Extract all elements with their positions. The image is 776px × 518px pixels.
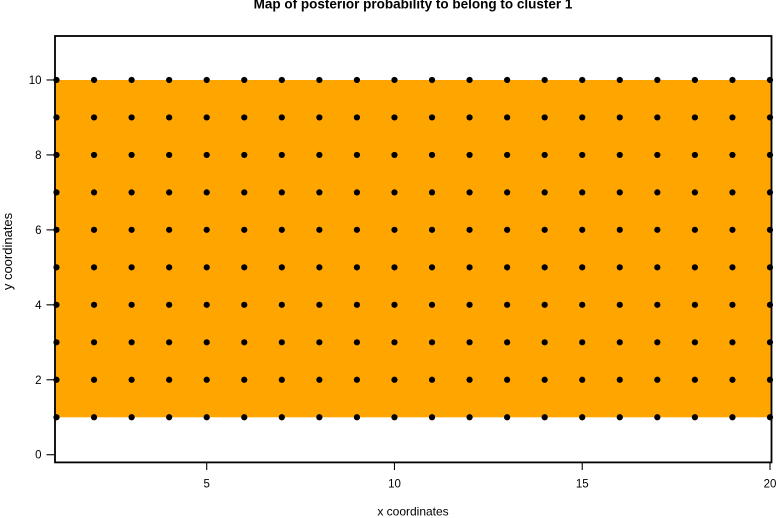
svg-text:0: 0	[35, 450, 41, 462]
svg-text:10: 10	[388, 478, 401, 490]
svg-text:y coordinates: y coordinates	[0, 212, 15, 290]
svg-text:20: 20	[764, 478, 776, 490]
svg-text:15: 15	[576, 478, 589, 490]
svg-text:5: 5	[204, 478, 210, 490]
svg-text:x coordinates: x coordinates	[377, 505, 448, 518]
svg-text:Map of posterior probability t: Map of posterior probability to belong t…	[254, 0, 573, 12]
svg-text:8: 8	[35, 150, 41, 162]
svg-text:2: 2	[35, 375, 41, 387]
svg-text:10: 10	[29, 75, 42, 87]
svg-text:4: 4	[35, 300, 42, 312]
svg-text:6: 6	[35, 225, 41, 237]
